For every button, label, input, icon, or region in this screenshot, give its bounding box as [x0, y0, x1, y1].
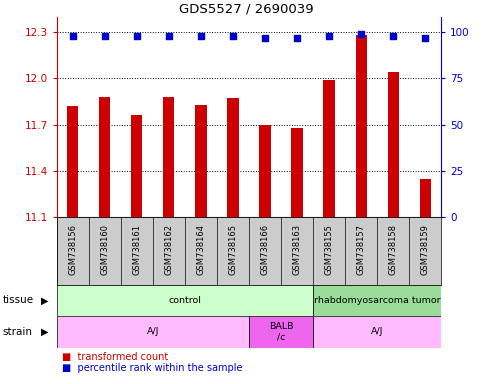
Text: rhabdomyosarcoma tumor: rhabdomyosarcoma tumor: [314, 296, 440, 305]
Point: [357, 31, 365, 37]
Bar: [345, 217, 377, 285]
Point: [229, 33, 237, 39]
Point: [421, 35, 429, 41]
Bar: [249, 316, 313, 348]
Bar: [67, 106, 78, 217]
Bar: [57, 217, 89, 285]
Text: GSM738157: GSM738157: [356, 224, 366, 275]
Text: ■  percentile rank within the sample: ■ percentile rank within the sample: [62, 363, 242, 373]
Text: GSM738158: GSM738158: [388, 224, 398, 275]
Bar: [313, 285, 441, 316]
Bar: [355, 35, 367, 217]
Bar: [249, 217, 281, 285]
Text: GSM738155: GSM738155: [324, 224, 334, 275]
Text: ▶: ▶: [40, 327, 48, 337]
Bar: [99, 97, 110, 217]
Text: GSM738160: GSM738160: [100, 224, 109, 275]
Bar: [217, 217, 249, 285]
Bar: [163, 97, 175, 217]
Bar: [89, 217, 121, 285]
Text: GSM738162: GSM738162: [164, 224, 174, 275]
Point: [389, 33, 397, 39]
Text: GSM738161: GSM738161: [132, 224, 141, 275]
Bar: [131, 116, 142, 217]
Bar: [323, 80, 335, 217]
Text: BALB
/c: BALB /c: [269, 322, 293, 341]
Bar: [57, 316, 249, 348]
Bar: [313, 316, 441, 348]
Text: ▶: ▶: [40, 295, 48, 305]
Text: GSM738159: GSM738159: [421, 224, 430, 275]
Bar: [420, 179, 431, 217]
Bar: [387, 72, 399, 217]
Text: control: control: [169, 296, 201, 305]
Text: GSM738156: GSM738156: [68, 224, 77, 275]
Text: tissue: tissue: [2, 295, 34, 305]
Bar: [121, 217, 153, 285]
Bar: [313, 217, 345, 285]
Bar: [57, 285, 313, 316]
Point: [261, 35, 269, 41]
Bar: [153, 217, 185, 285]
Bar: [185, 217, 217, 285]
Text: ■  transformed count: ■ transformed count: [62, 352, 168, 362]
Point: [197, 33, 205, 39]
Bar: [377, 217, 409, 285]
Text: GSM738166: GSM738166: [260, 224, 270, 275]
Text: GSM738163: GSM738163: [292, 224, 302, 275]
Text: GDS5527 / 2690039: GDS5527 / 2690039: [179, 2, 314, 15]
Bar: [195, 105, 207, 217]
Text: A/J: A/J: [146, 327, 159, 336]
Point: [325, 33, 333, 39]
Text: strain: strain: [2, 327, 33, 337]
Point: [133, 33, 141, 39]
Point: [101, 33, 108, 39]
Bar: [281, 217, 313, 285]
Point: [165, 33, 173, 39]
Text: A/J: A/J: [371, 327, 384, 336]
Point: [69, 33, 77, 39]
Bar: [259, 125, 271, 217]
Text: GSM738165: GSM738165: [228, 224, 238, 275]
Bar: [409, 217, 441, 285]
Bar: [291, 128, 303, 217]
Point: [293, 35, 301, 41]
Text: GSM738164: GSM738164: [196, 224, 206, 275]
Bar: [227, 98, 239, 217]
